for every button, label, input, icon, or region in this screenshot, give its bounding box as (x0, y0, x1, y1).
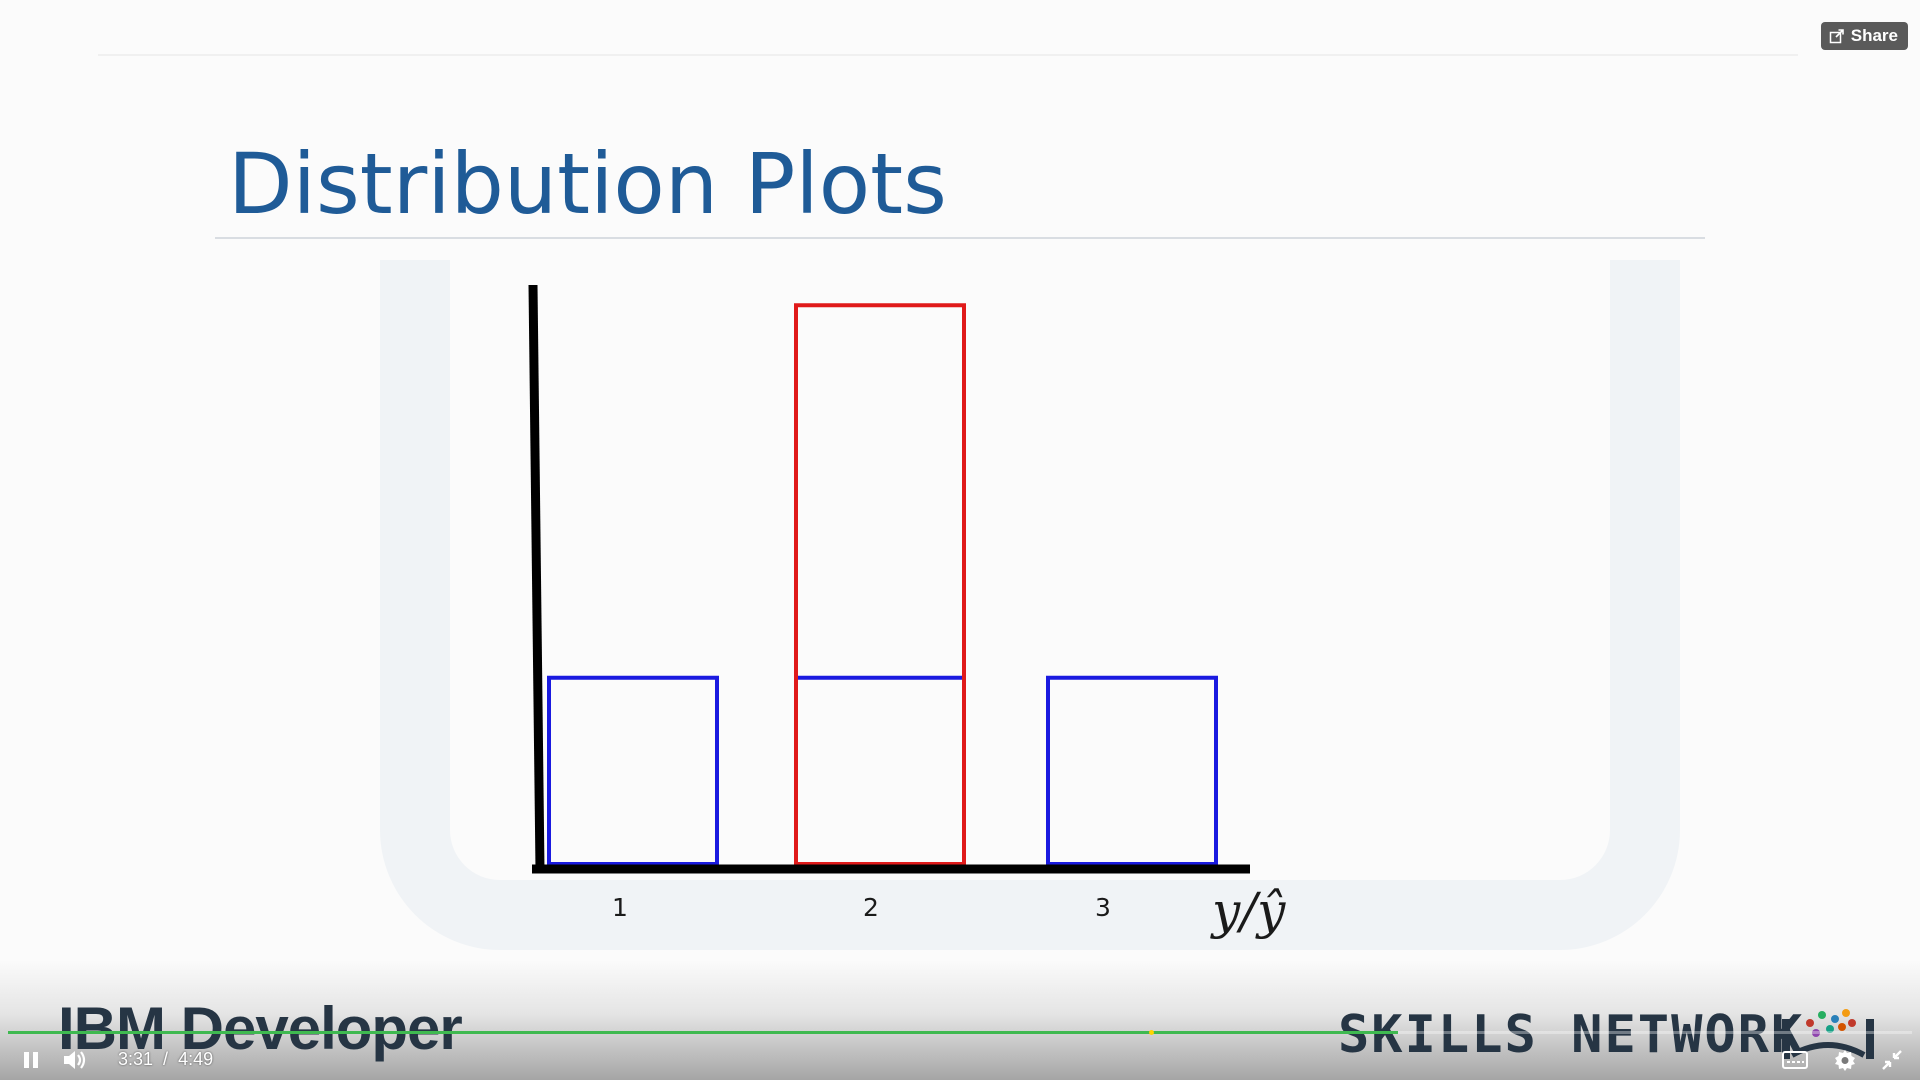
branding-band (0, 960, 1920, 1080)
time-display: 3:31 / 4:49 (118, 1049, 213, 1070)
share-icon (1829, 29, 1844, 44)
x-tick-label: 1 (612, 893, 628, 922)
duration: 4:49 (178, 1049, 214, 1069)
volume-icon (64, 1051, 86, 1069)
captions-icon (1782, 1051, 1808, 1069)
seek-bar-handle[interactable] (1148, 1030, 1154, 1035)
slide-title: Distribution Plots (228, 135, 947, 233)
bar-series2-2 (794, 303, 966, 866)
x-tick-label: 3 (1095, 893, 1111, 922)
background-watermark (380, 260, 1680, 950)
exit-fullscreen-button[interactable] (1878, 1046, 1906, 1074)
seek-bar[interactable] (8, 1030, 1912, 1035)
bar-series1-3 (1046, 675, 1218, 866)
bar-series1-2 (794, 675, 966, 866)
skills-network-logo: SKILLS NETWORK (1338, 1005, 1805, 1065)
ibm-developer-logo: IBM Developer (58, 995, 463, 1062)
captions-button[interactable] (1780, 1046, 1810, 1074)
time-separator: / (163, 1049, 169, 1069)
share-label: Share (1850, 26, 1898, 45)
x-axis-label: y/ŷ (1210, 882, 1286, 940)
top-divider (98, 54, 1798, 56)
exit-fullscreen-icon (1882, 1050, 1902, 1070)
x-tick-label: 2 (863, 893, 879, 922)
seek-bar-played (8, 1031, 1398, 1034)
title-divider (215, 237, 1705, 239)
pause-icon (24, 1052, 38, 1068)
y-axis (528, 284, 545, 871)
volume-button[interactable] (60, 1045, 90, 1075)
bars-layer (547, 303, 1218, 866)
settings-button[interactable] (1830, 1045, 1860, 1075)
tick-labels: 1 2 3 (612, 893, 1111, 922)
pause-button[interactable] (18, 1047, 44, 1073)
share-button[interactable]: Share (1820, 22, 1908, 50)
gear-icon (1835, 1050, 1855, 1071)
current-time: 3:31 (118, 1049, 154, 1069)
bar-series1-1 (547, 675, 719, 866)
